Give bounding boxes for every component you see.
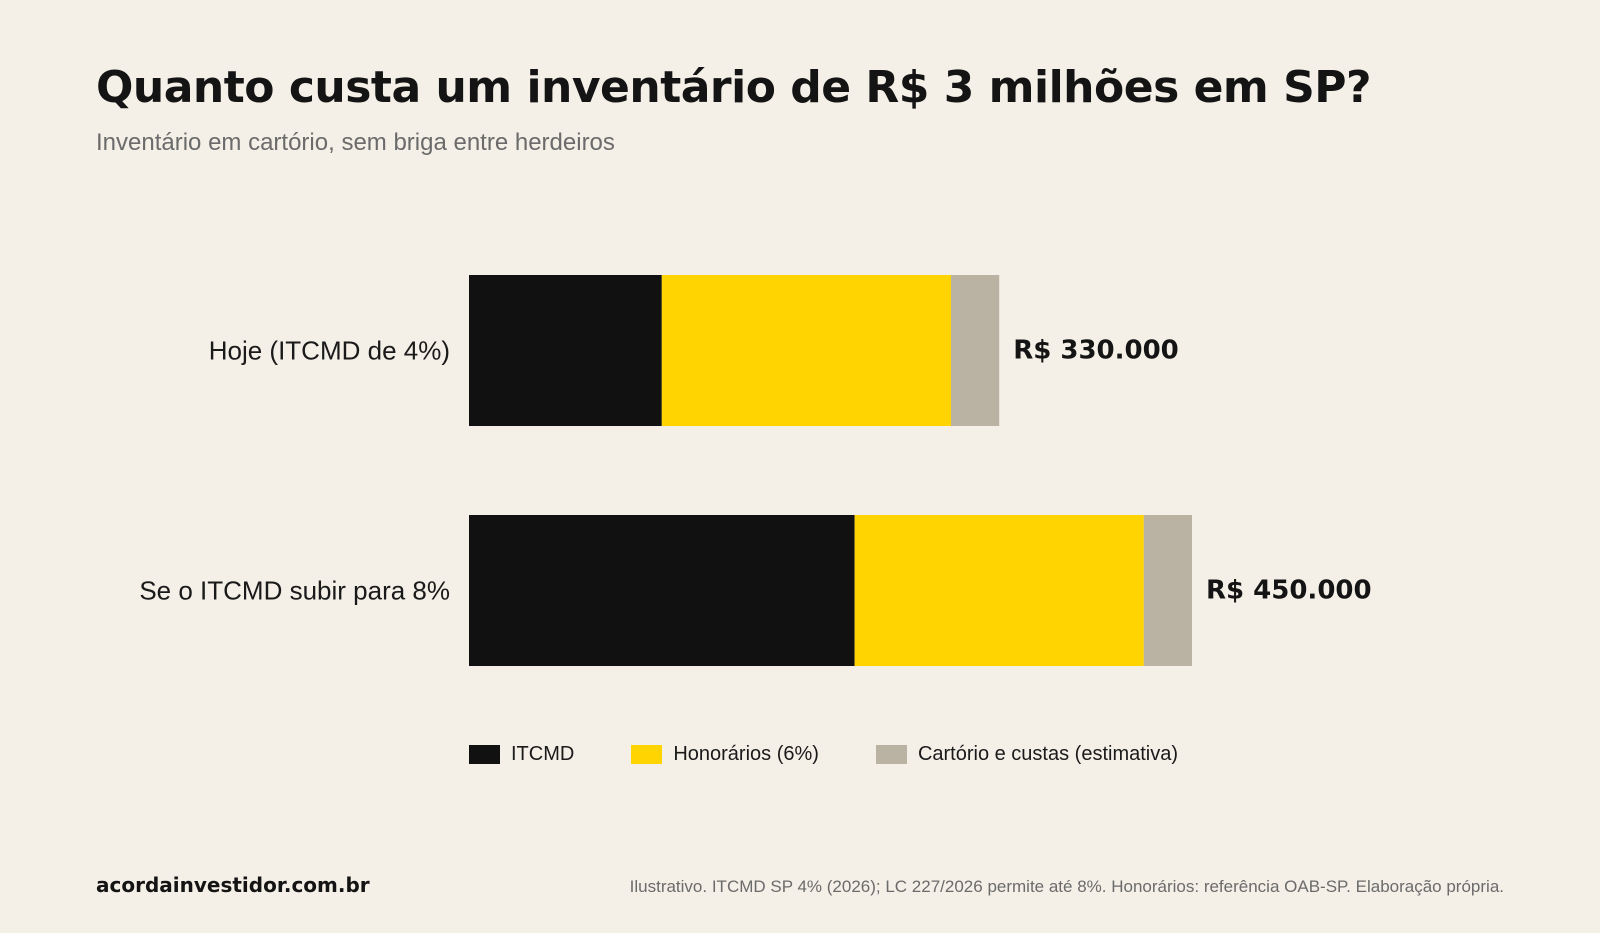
chart-title: Quanto custa um inventário de R$ 3 milhõ… [96, 62, 1372, 113]
legend-item-itcmd: ITCMD [469, 743, 574, 766]
footer-source-note: Ilustrativo. ITCMD SP 4% (2026); LC 227/… [629, 877, 1504, 896]
footer-brand: acordainvestidor.com.br [96, 873, 370, 897]
legend-label-cartorio: Cartório e custas (estimativa) [917, 743, 1179, 765]
chart-legend: ITCMD Honorários (6%) Cartório e custas … [469, 743, 1178, 766]
bar-segment-honorarios-1 [854, 515, 1144, 666]
bar-segment-cartorio-1 [1143, 515, 1192, 666]
category-label-1: Se o ITCMD subir para 8% [139, 576, 450, 606]
legend-swatch-itcmd [469, 745, 500, 764]
bar-segment-itcmd-0 [469, 275, 662, 426]
legend-item-honorarios: Honorários (6%) [631, 743, 819, 766]
category-label-0: Hoje (ITCMD de 4%) [209, 336, 450, 366]
legend-swatch-cartorio [875, 745, 907, 764]
bar-segment-itcmd-1 [469, 515, 855, 666]
legend-label-itcmd: ITCMD [511, 743, 575, 765]
legend-swatch-honorarios [631, 745, 663, 764]
bar-total-label-0: R$ 330.000 [1013, 336, 1179, 366]
bar-segment-cartorio-0 [951, 275, 1000, 426]
legend-label-honorarios: Honorários (6%) [673, 743, 819, 765]
bar-total-label-1: R$ 450.000 [1206, 576, 1372, 606]
legend-item-cartorio: Cartório e custas (estimativa) [875, 743, 1179, 766]
bar-segment-honorarios-0 [661, 275, 951, 426]
chart-subtitle: Inventário em cartório, sem briga entre … [96, 129, 615, 156]
